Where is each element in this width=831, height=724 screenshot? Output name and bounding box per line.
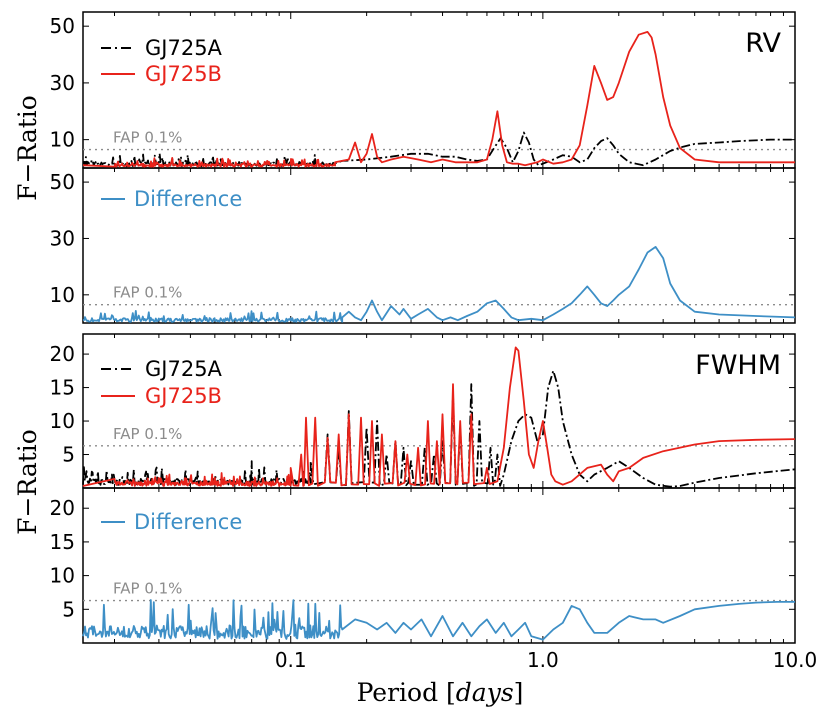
legend-fwhm-diff: Difference bbox=[101, 510, 242, 534]
rv-bottom-plot: 10 30 50 FAP 0.1% bbox=[50, 168, 796, 323]
legend-gj725b-rv: GJ725B bbox=[145, 62, 222, 86]
y-tick-label-fwhm-top-2: 15 bbox=[50, 376, 75, 400]
y-tick-label-fwhm-bottom-3: 20 bbox=[50, 496, 75, 520]
y-tick-label-fwhm-bottom-0: 5 bbox=[62, 597, 75, 621]
legend-gj725a-rv: GJ725A bbox=[145, 36, 223, 60]
y-tick-label-rv-top-2: 50 bbox=[50, 14, 75, 38]
x-tick-label-2: 10.0 bbox=[773, 648, 818, 672]
y-tick-label-fwhm-top-1: 10 bbox=[50, 409, 75, 433]
fap-label-rv-bottom: FAP 0.1% bbox=[113, 284, 182, 302]
legend-rv: GJ725A GJ725B bbox=[101, 36, 223, 86]
legend-difference-rv: Difference bbox=[134, 187, 242, 211]
fap-label-fwhm-bottom: FAP 0.1% bbox=[113, 580, 182, 598]
fwhm-bottom-plot: 5 10 15 20 FAP 0.1% bbox=[50, 488, 796, 643]
x-tick-label-0: 0.1 bbox=[275, 648, 307, 672]
y-tick-label-fwhm-top-3: 20 bbox=[50, 342, 75, 366]
rv-top-plot: 10 30 50 FAP 0.1% bbox=[50, 12, 796, 168]
y-axis-title-top: F−Ratio bbox=[13, 95, 42, 201]
series-difference-fwhm-bottom bbox=[82, 599, 795, 641]
panel-tag-fwhm: FWHM bbox=[695, 350, 781, 381]
y-axis-title-bottom: F−Ratio bbox=[13, 429, 42, 535]
y-tick-label-rv-top-1: 30 bbox=[50, 71, 75, 95]
y-tick-label-rv-top-0: 10 bbox=[50, 128, 75, 152]
y-tick-label-fwhm-top-0: 5 bbox=[62, 443, 75, 467]
panel-rv-diff-frame bbox=[82, 167, 796, 324]
panel-fwhm-diff-frame bbox=[82, 487, 796, 644]
series-gj725b-fwhm-top bbox=[82, 346, 796, 487]
y-tick-label-rv-bottom-0: 10 bbox=[50, 283, 75, 307]
y-tick-label-rv-bottom-2: 50 bbox=[50, 170, 75, 194]
y-tick-label-fwhm-bottom-2: 15 bbox=[50, 530, 75, 554]
legend-fwhm: GJ725A GJ725B bbox=[101, 357, 223, 408]
y-tick-label-rv-bottom-1: 30 bbox=[50, 226, 75, 250]
x-tick-label-1: 1.0 bbox=[527, 648, 559, 672]
panel-tag-rv: RV bbox=[745, 28, 781, 59]
legend-rv-diff: Difference bbox=[101, 187, 242, 211]
fap-label-fwhm-top: FAP 0.1% bbox=[113, 425, 182, 443]
legend-gj725b-fwhm: GJ725B bbox=[145, 384, 222, 408]
fwhm-top-plot: 5 10 15 20 FAP 0.1% bbox=[50, 334, 796, 488]
series-gj725b-rv-top bbox=[82, 31, 795, 168]
legend-gj725a-fwhm: GJ725A bbox=[145, 357, 223, 381]
legend-difference-fwhm: Difference bbox=[134, 510, 242, 534]
y-tick-label-fwhm-bottom-1: 10 bbox=[50, 564, 75, 588]
fap-label-rv-top: FAP 0.1% bbox=[113, 129, 182, 147]
series-difference-rv-bottom bbox=[82, 246, 796, 323]
x-axis-title: Period [days] bbox=[357, 678, 524, 707]
